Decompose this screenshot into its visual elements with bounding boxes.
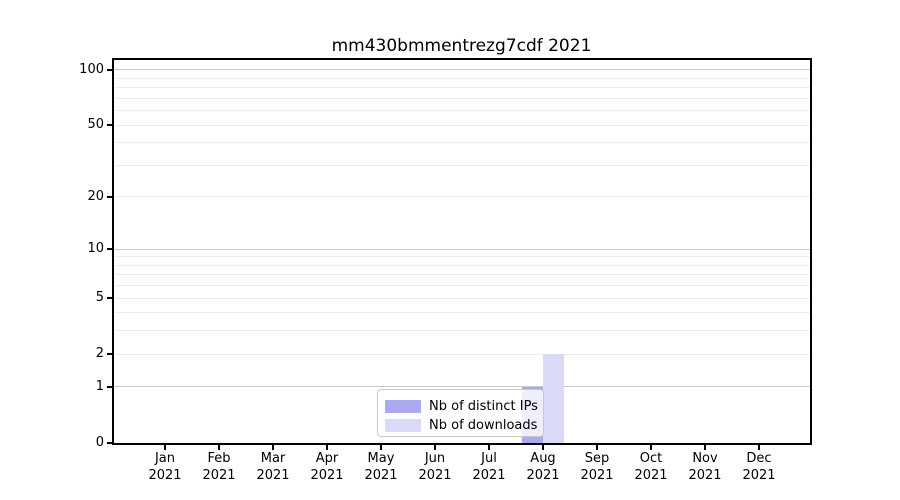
x-tick-oct (650, 444, 652, 450)
x-tick-label-jul: Jul 2021 (461, 451, 517, 484)
gridline-minor-4 (114, 312, 810, 314)
y-tick-label-5: 5 (95, 290, 104, 306)
x-tick-year-jun: 2021 (418, 467, 452, 483)
x-tick-year-apr: 2021 (310, 467, 344, 483)
y-tick-0 (107, 442, 114, 444)
x-tick-label-sep: Sep 2021 (569, 451, 625, 484)
gridline-major-10 (114, 248, 810, 250)
y-tick-1 (107, 386, 114, 388)
x-tick-label-mar: Mar 2021 (245, 451, 301, 484)
chart-title: mm430bmmentrezg7cdf 2021 (331, 36, 592, 56)
x-tick-aug (542, 444, 544, 450)
y-tick-label-10: 10 (87, 241, 104, 257)
x-tick-year-nov: 2021 (688, 467, 722, 483)
gridline-major-1 (114, 386, 810, 388)
x-tick-nov (704, 444, 706, 450)
legend-label-downloads: Nb of downloads (429, 418, 538, 433)
x-tick-year-jan: 2021 (148, 467, 182, 483)
x-tick-label-dec: Dec 2021 (731, 451, 787, 484)
gridline-minor-6 (114, 285, 810, 287)
x-tick-may (380, 444, 382, 450)
legend-item-downloads: Nb of downloads (378, 416, 543, 435)
x-tick-label-may: May 2021 (353, 451, 409, 484)
gridline-minor-9 (114, 256, 810, 258)
gridline-minor-30 (114, 164, 810, 166)
gridline-minor-7 (114, 274, 810, 276)
x-tick-label-oct: Oct 2021 (623, 451, 679, 484)
x-tick-mar (272, 444, 274, 450)
x-tick-jan (164, 444, 166, 450)
x-tick-feb (218, 444, 220, 450)
legend-label-distinct-ips: Nb of distinct IPs (429, 399, 538, 414)
gridline-minor-20 (114, 196, 810, 198)
x-tick-label-jun: Jun 2021 (407, 451, 463, 484)
x-tick-year-sep: 2021 (580, 467, 614, 483)
gridline-minor-5 (114, 297, 810, 299)
y-tick-label-100: 100 (79, 61, 104, 77)
x-tick-year-feb: 2021 (202, 467, 236, 483)
y-tick-2 (107, 353, 114, 355)
x-tick-jun (434, 444, 436, 450)
legend-item-distinct-ips: Nb of distinct IPs (378, 397, 543, 416)
y-tick-label-50: 50 (87, 117, 104, 133)
y-tick-10 (107, 248, 114, 250)
y-tick-20 (107, 196, 114, 198)
x-tick-apr (326, 444, 328, 450)
y-tick-label-2: 2 (95, 346, 104, 362)
x-tick-sep (596, 444, 598, 450)
gridline-minor-80 (114, 87, 810, 89)
x-tick-year-dec: 2021 (742, 467, 776, 483)
gridline-minor-90 (114, 77, 810, 79)
gridline-minor-8 (114, 264, 810, 266)
x-tick-year-oct: 2021 (634, 467, 668, 483)
y-tick-label-1: 1 (95, 378, 104, 394)
gridline-minor-50 (114, 124, 810, 126)
gridline-minor-2 (114, 353, 810, 355)
gridline-minor-70 (114, 97, 810, 99)
y-tick-100 (107, 69, 114, 71)
x-tick-year-jul: 2021 (472, 467, 506, 483)
x-tick-label-feb: Feb 2021 (191, 451, 247, 484)
x-tick-label-aug: Aug 2021 (515, 451, 571, 484)
x-tick-year-mar: 2021 (256, 467, 290, 483)
y-tick-label-20: 20 (87, 188, 104, 204)
x-tick-year-may: 2021 (364, 467, 398, 483)
gridline-minor-40 (114, 142, 810, 144)
x-tick-label-apr: Apr 2021 (299, 451, 355, 484)
legend-swatch-downloads (385, 419, 421, 432)
y-tick-5 (107, 297, 114, 299)
y-tick-label-0: 0 (95, 435, 104, 450)
gridline-minor-60 (114, 110, 810, 112)
legend-swatch-distinct-ips (385, 400, 421, 413)
x-tick-label-jan: Jan 2021 (137, 451, 193, 484)
gridline-minor-3 (114, 330, 810, 332)
legend: Nb of distinct IPs Nb of downloads (377, 389, 544, 437)
x-tick-year-aug: 2021 (526, 467, 560, 483)
x-tick-label-nov: Nov 2021 (677, 451, 733, 484)
x-tick-jul (488, 444, 490, 450)
y-tick-50 (107, 124, 114, 126)
x-tick-dec (758, 444, 760, 450)
bar-nb-of-downloads-aug-2021 (543, 354, 564, 443)
gridline-major-100 (114, 69, 810, 71)
